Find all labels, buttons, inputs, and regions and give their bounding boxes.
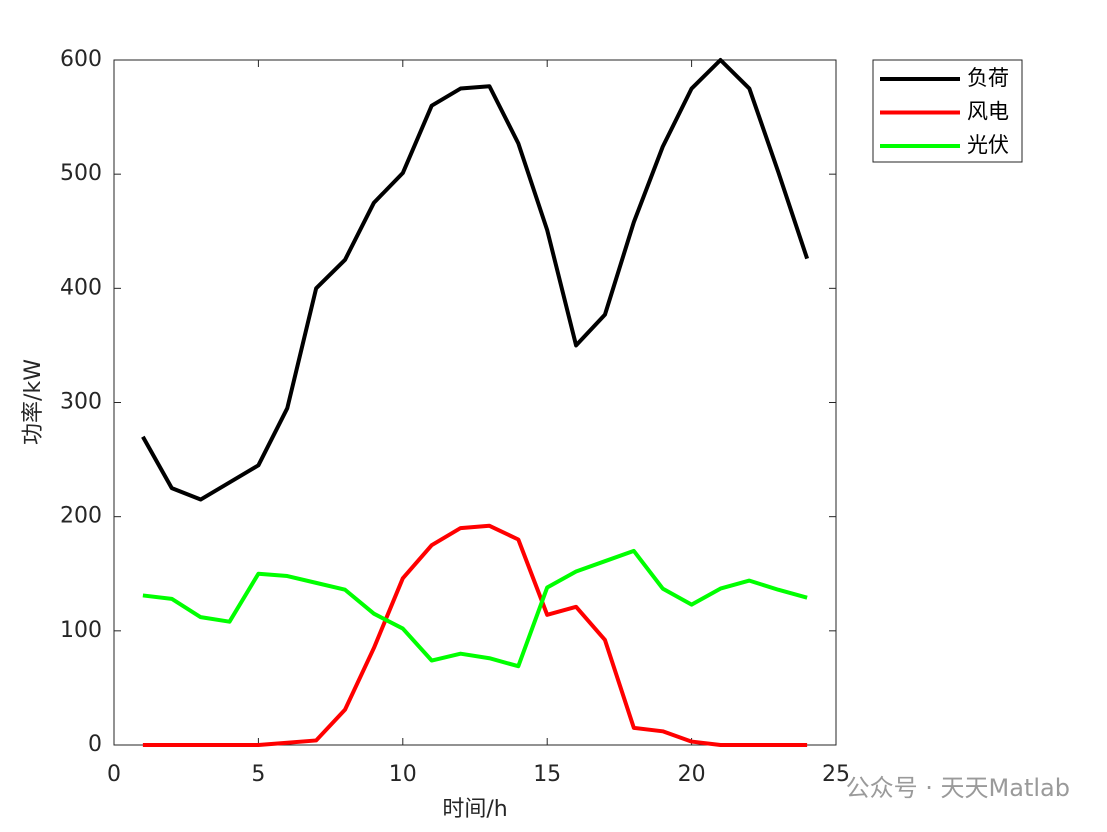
series-line — [141, 58, 810, 502]
series-line — [142, 523, 808, 747]
series-line — [142, 548, 808, 669]
legend-label: 风电 — [967, 100, 1009, 124]
watermark: 公众号 · 天天Matlab — [846, 774, 1070, 802]
y-tick-label: 200 — [60, 504, 102, 529]
plot-area — [113, 59, 837, 746]
x-tick-label: 10 — [389, 762, 417, 787]
y-tick-label: 400 — [60, 275, 102, 300]
y-tick-label: 0 — [88, 732, 102, 757]
y-tick-label: 600 — [60, 47, 102, 72]
legend-label: 负荷 — [967, 66, 1009, 90]
legend-label: 光伏 — [967, 133, 1009, 157]
x-tick-label: 5 — [251, 762, 265, 787]
x-tick-label: 20 — [678, 762, 706, 787]
x-tick-label: 0 — [107, 762, 121, 787]
y-tick-label: 500 — [60, 161, 102, 186]
x-tick-label: 15 — [533, 762, 561, 787]
y-axis-label: 功率/kW — [21, 359, 46, 445]
x-axis-label: 时间/h — [442, 797, 507, 822]
x-tick-label: 25 — [822, 762, 850, 787]
y-tick-label: 100 — [60, 618, 102, 643]
y-tick-label: 300 — [60, 390, 102, 415]
